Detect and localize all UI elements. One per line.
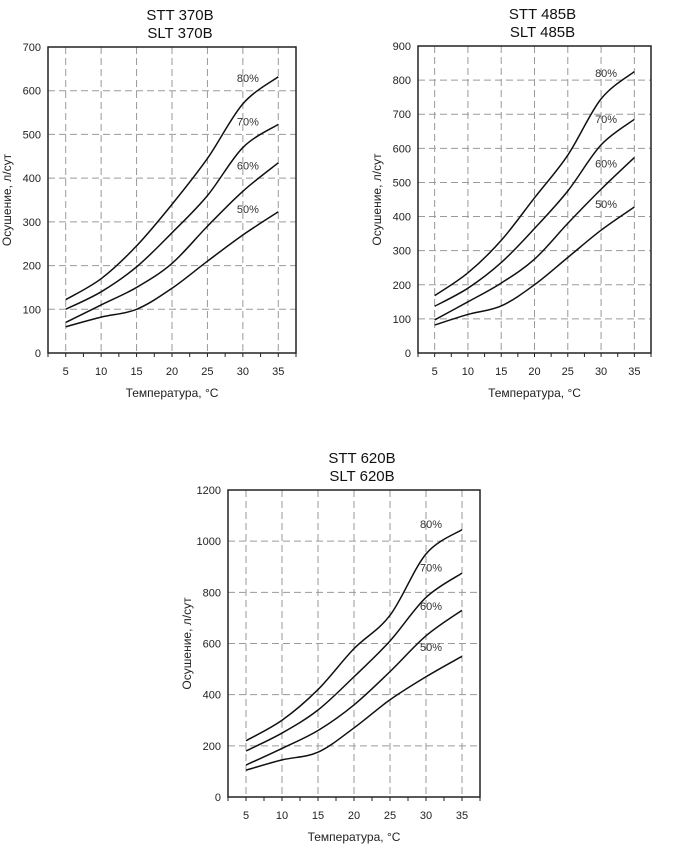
series-label: 60% xyxy=(595,158,617,170)
series-line-60pct xyxy=(65,162,279,324)
x-tick-label: 20 xyxy=(528,366,540,378)
y-tick-label: 1000 xyxy=(197,536,221,548)
x-tick-label: 10 xyxy=(95,366,107,378)
series-line-80pct xyxy=(65,76,279,301)
series-label: 80% xyxy=(237,73,259,85)
y-tick-label: 300 xyxy=(23,217,41,229)
y-tick-label: 100 xyxy=(23,304,41,316)
plot-frame xyxy=(47,46,297,354)
x-tick-label: 35 xyxy=(456,810,468,822)
series-line-80pct xyxy=(434,70,635,297)
chart-title: SLT 620B xyxy=(329,468,394,485)
series-line-70pct xyxy=(434,118,635,307)
series-line-80pct xyxy=(245,529,463,742)
x-tick-label: 35 xyxy=(628,366,640,378)
y-tick-label: 600 xyxy=(203,639,221,651)
y-tick-label: 100 xyxy=(393,314,411,326)
y-tick-label: 500 xyxy=(393,177,411,189)
series-line-50pct xyxy=(434,206,635,326)
chart-title: SLT 370B xyxy=(147,25,212,42)
y-tick-label: 0 xyxy=(215,792,221,804)
x-tick-label: 10 xyxy=(462,366,474,378)
series-line-70pct xyxy=(245,572,463,752)
y-tick-label: 800 xyxy=(393,75,411,87)
y-tick-label: 700 xyxy=(23,42,41,54)
plot-frame xyxy=(417,45,652,354)
series-label: 60% xyxy=(237,160,259,172)
series-label: 50% xyxy=(595,199,617,211)
y-tick-label: 200 xyxy=(23,261,41,273)
y-tick-label: 800 xyxy=(203,587,221,599)
x-axis-label: Температура, °C xyxy=(308,830,401,844)
series-line-60pct xyxy=(245,609,463,766)
series-label: 80% xyxy=(595,68,617,80)
x-tick-label: 30 xyxy=(420,810,432,822)
x-tick-label: 35 xyxy=(272,366,284,378)
series-line-50pct xyxy=(245,655,463,771)
x-tick-label: 5 xyxy=(63,366,69,378)
x-axis-label: Температура, °C xyxy=(126,386,219,400)
series-label: 50% xyxy=(237,204,259,216)
series-label: 80% xyxy=(420,519,442,531)
chart-title: STT 485B xyxy=(509,6,576,23)
series-label: 70% xyxy=(595,114,617,126)
y-tick-label: 400 xyxy=(23,173,41,185)
y-axis-label: Осушение, л/сут xyxy=(180,597,194,690)
y-tick-label: 1200 xyxy=(197,485,221,497)
x-axis-label: Температура, °C xyxy=(488,386,581,400)
chart-title: STT 620B xyxy=(328,450,395,467)
series-line-50pct xyxy=(65,211,279,328)
x-tick-label: 20 xyxy=(166,366,178,378)
series-label: 70% xyxy=(237,117,259,129)
chart-title: STT 370B xyxy=(146,7,213,24)
y-tick-label: 200 xyxy=(393,280,411,292)
y-tick-label: 600 xyxy=(23,86,41,98)
x-tick-label: 20 xyxy=(348,810,360,822)
y-axis-label: Осушение, л/сут xyxy=(0,153,14,246)
x-tick-label: 15 xyxy=(312,810,324,822)
series-line-70pct xyxy=(65,123,279,310)
x-tick-label: 25 xyxy=(201,366,213,378)
series-label: 70% xyxy=(420,562,442,574)
y-tick-label: 500 xyxy=(23,129,41,141)
y-tick-label: 400 xyxy=(393,212,411,224)
y-tick-label: 900 xyxy=(393,41,411,53)
series-label: 50% xyxy=(420,642,442,654)
x-tick-label: 30 xyxy=(595,366,607,378)
x-tick-label: 5 xyxy=(432,366,438,378)
x-tick-label: 15 xyxy=(130,366,142,378)
y-tick-label: 600 xyxy=(393,143,411,155)
x-tick-label: 25 xyxy=(562,366,574,378)
y-tick-label: 400 xyxy=(203,690,221,702)
x-tick-label: 30 xyxy=(237,366,249,378)
y-axis-label: Осушение, л/сут xyxy=(370,153,384,246)
y-tick-label: 700 xyxy=(393,109,411,121)
x-tick-label: 10 xyxy=(276,810,288,822)
y-tick-label: 300 xyxy=(393,246,411,258)
x-tick-label: 25 xyxy=(384,810,396,822)
y-tick-label: 0 xyxy=(35,348,41,360)
chart-title: SLT 485B xyxy=(510,24,575,41)
y-tick-label: 200 xyxy=(203,741,221,753)
x-tick-label: 5 xyxy=(243,810,249,822)
series-line-60pct xyxy=(434,157,635,321)
y-tick-label: 0 xyxy=(405,348,411,360)
x-tick-label: 15 xyxy=(495,366,507,378)
series-label: 60% xyxy=(420,601,442,613)
plot-frame xyxy=(227,489,481,798)
